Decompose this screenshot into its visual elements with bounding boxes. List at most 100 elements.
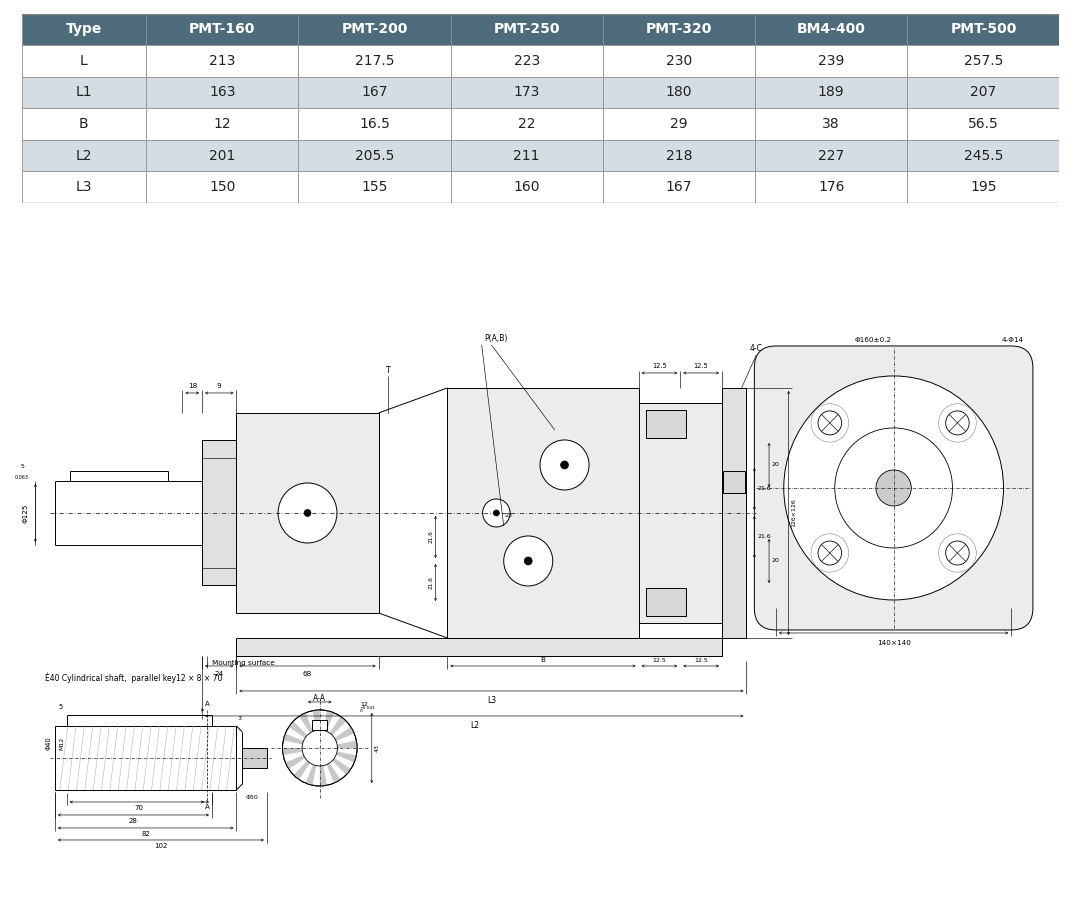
Bar: [146, 45, 298, 77]
Text: 227: 227: [818, 149, 844, 162]
Text: Φ40: Φ40: [46, 736, 52, 750]
Wedge shape: [312, 710, 320, 731]
Wedge shape: [283, 733, 304, 744]
Text: 28: 28: [129, 818, 138, 824]
Text: A: A: [204, 804, 210, 810]
Text: 21.6: 21.6: [758, 535, 771, 539]
Bar: [756, 14, 907, 45]
Circle shape: [282, 710, 357, 786]
Text: L: L: [80, 54, 88, 68]
Bar: [451, 140, 603, 171]
Bar: [907, 108, 1059, 140]
Bar: [603, 108, 756, 140]
Circle shape: [493, 510, 499, 516]
Text: 155: 155: [361, 180, 388, 194]
Text: 140×140: 140×140: [877, 640, 910, 646]
Text: 173: 173: [513, 86, 539, 99]
Circle shape: [946, 411, 970, 435]
Bar: [22, 45, 146, 77]
Text: BM4-400: BM4-400: [797, 23, 866, 36]
Text: 21.6: 21.6: [428, 576, 433, 589]
Text: 102: 102: [155, 843, 168, 849]
Bar: [451, 77, 603, 108]
Bar: [603, 171, 756, 203]
Text: 9: 9: [217, 383, 222, 389]
Wedge shape: [326, 763, 341, 783]
Text: 180: 180: [666, 86, 692, 99]
Bar: [722, 388, 747, 638]
Circle shape: [818, 541, 842, 565]
Wedge shape: [337, 741, 357, 748]
Text: L3: L3: [486, 696, 496, 705]
Circle shape: [303, 730, 337, 766]
Bar: [723, 471, 745, 493]
Bar: [22, 77, 146, 108]
Wedge shape: [285, 755, 305, 769]
Bar: [907, 171, 1059, 203]
Text: 38: 38: [823, 117, 840, 131]
Text: 68: 68: [303, 671, 312, 677]
Wedge shape: [336, 751, 357, 762]
Text: 12.5: 12.5: [653, 658, 666, 663]
Text: 21.6: 21.6: [428, 530, 433, 543]
Bar: [907, 140, 1059, 171]
Text: 70: 70: [135, 805, 144, 811]
Text: B: B: [540, 657, 546, 663]
Bar: [298, 77, 451, 108]
Text: B: B: [79, 117, 89, 131]
Wedge shape: [334, 727, 355, 741]
Circle shape: [876, 470, 911, 506]
Text: PMT-160: PMT-160: [189, 23, 255, 36]
Circle shape: [784, 376, 1003, 600]
Bar: [146, 14, 298, 45]
Text: L3: L3: [76, 180, 92, 194]
FancyBboxPatch shape: [755, 346, 1033, 630]
Text: 5: 5: [21, 464, 25, 469]
Bar: [312, 720, 328, 730]
Text: 163: 163: [209, 86, 236, 99]
Bar: [146, 108, 298, 140]
Text: 257.5: 257.5: [964, 54, 1003, 68]
Text: 160: 160: [513, 180, 540, 194]
Text: L1: L1: [76, 86, 92, 99]
Text: 201: 201: [209, 149, 236, 162]
Text: Ѐ40 Cylindrical shaft,  parallel key12 × 8 × 70: Ѐ40 Cylindrical shaft, parallel key12 × …: [45, 673, 223, 683]
Text: 211: 211: [513, 149, 540, 162]
Circle shape: [504, 536, 552, 586]
Text: 23: 23: [504, 513, 512, 519]
Bar: [451, 14, 603, 45]
Text: 0.063: 0.063: [15, 475, 28, 480]
Text: 218: 218: [666, 149, 692, 162]
Text: 223: 223: [513, 54, 539, 68]
Circle shape: [524, 557, 532, 565]
Text: 195: 195: [971, 180, 997, 194]
Text: 82: 82: [142, 831, 150, 837]
Text: 18: 18: [188, 383, 197, 389]
Bar: [646, 588, 685, 616]
Bar: [55, 726, 237, 790]
Text: PMT-200: PMT-200: [342, 23, 408, 36]
Text: L2: L2: [470, 721, 479, 730]
Text: 0: 0: [360, 709, 363, 713]
Circle shape: [561, 461, 569, 469]
Text: Φ160±0.2: Φ160±0.2: [854, 337, 892, 343]
Bar: [756, 108, 907, 140]
Bar: [146, 171, 298, 203]
Wedge shape: [332, 758, 351, 775]
Text: PMT-320: PMT-320: [645, 23, 712, 36]
Bar: [756, 45, 907, 77]
Text: 56.5: 56.5: [969, 117, 999, 131]
Text: A-A: A-A: [313, 694, 326, 703]
Text: 213: 213: [209, 54, 236, 68]
Bar: [237, 413, 378, 613]
Wedge shape: [299, 713, 313, 733]
Text: 176: 176: [818, 180, 844, 194]
Bar: [756, 140, 907, 171]
Bar: [237, 638, 722, 656]
Bar: [907, 77, 1059, 108]
Bar: [22, 140, 146, 171]
Text: 12.5: 12.5: [694, 658, 708, 663]
Text: 217.5: 217.5: [355, 54, 395, 68]
Text: 21.6: 21.6: [758, 486, 771, 492]
Text: 29: 29: [670, 117, 688, 131]
